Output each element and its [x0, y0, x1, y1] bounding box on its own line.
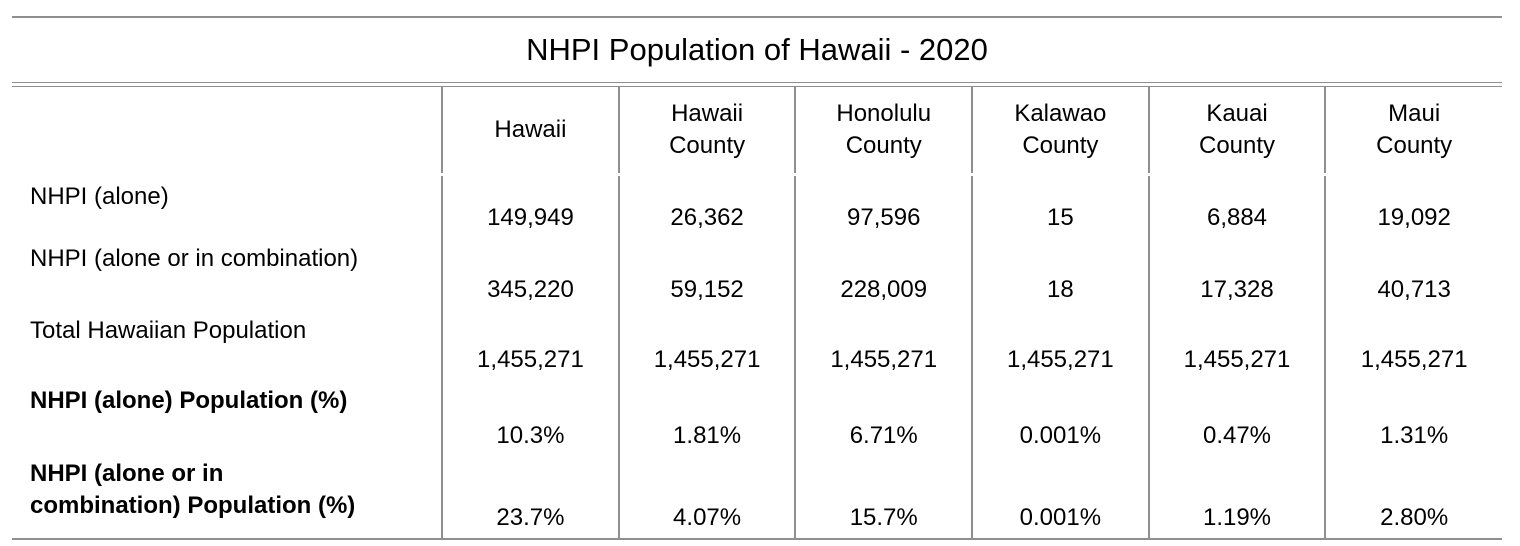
table-cell: 1,455,271 — [794, 310, 973, 380]
header-maui-county: Maui County — [1324, 87, 1502, 173]
population-table: Hawaii Hawaii County Honolulu County Kalaw… — [12, 87, 1502, 538]
table-row: Total Hawaiian Population 1,455,271 1,45… — [12, 310, 1502, 380]
table-title: NHPI Population of Hawaii - 2020 — [526, 32, 988, 67]
header-kalawao-county: Kalawao County — [971, 87, 1149, 173]
table-row: NHPI (alone or in combination) 345,220 5… — [12, 238, 1502, 310]
title-rule — [12, 82, 1502, 87]
bottom-rule — [12, 538, 1502, 540]
table-cell: 0.47% — [1147, 380, 1326, 456]
row-label: NHPI (alone or in combination) — [30, 245, 359, 272]
table-cell: 19,092 — [1324, 176, 1502, 238]
table-cell: 228,009 — [794, 238, 973, 310]
header-row: Hawaii Hawaii County Honolulu County Kalaw… — [12, 87, 1502, 173]
table-cell: 2.80% — [1324, 456, 1502, 538]
row-label: Total Hawaiian Population — [30, 317, 307, 344]
table-cell: 26,362 — [617, 176, 796, 238]
table-cell: 345,220 — [441, 238, 619, 310]
table-cell: 1,455,271 — [617, 310, 796, 380]
row-label: NHPI (alone) — [30, 183, 169, 210]
top-rule — [12, 16, 1502, 18]
table-cell: 1,455,271 — [1147, 310, 1326, 380]
table-cell: 23.7% — [441, 456, 619, 538]
table-cell: 1,455,271 — [971, 310, 1149, 380]
table-cell: 0.001% — [971, 456, 1149, 538]
table-row: NHPI (alone) Population (%) 10.3% 1.81% … — [12, 380, 1502, 456]
table-cell: 6,884 — [1147, 176, 1326, 238]
table-cell: 15 — [971, 176, 1149, 238]
population-table-container: NHPI Population of Hawaii - 2020 Hawaii … — [12, 16, 1502, 540]
row-label: NHPI (alone) Population (%) — [30, 387, 348, 414]
header-honolulu-county: Honolulu County — [794, 87, 973, 173]
header-corner — [12, 87, 442, 173]
table-cell: 59,152 — [617, 238, 796, 310]
table-row: NHPI (alone) 149,949 26,362 97,596 15 6,… — [12, 176, 1502, 238]
table-cell: 10.3% — [441, 380, 619, 456]
row-label: NHPI (alone or in combination) Population… — [30, 460, 356, 519]
table-row: NHPI (alone or in combination) Population… — [12, 456, 1502, 538]
table-cell: 4.07% — [617, 456, 796, 538]
table-cell: 1.19% — [1147, 456, 1326, 538]
table-cell: 149,949 — [441, 176, 619, 238]
table-cell: 18 — [971, 238, 1149, 310]
table-cell: 1.31% — [1324, 380, 1502, 456]
table-cell: 97,596 — [794, 176, 973, 238]
table-cell: 1,455,271 — [1324, 310, 1502, 380]
table-cell: 0.001% — [971, 380, 1149, 456]
table-cell: 1.81% — [617, 380, 796, 456]
table-cell: 1,455,271 — [441, 310, 619, 380]
table-cell: 15.7% — [794, 456, 973, 538]
header-hawaii-county: Hawaii County — [617, 87, 796, 173]
table-cell: 17,328 — [1147, 238, 1326, 310]
header-kauai-county: Kauai County — [1147, 87, 1326, 173]
table-cell: 40,713 — [1324, 238, 1502, 310]
table-cell: 6.71% — [794, 380, 973, 456]
header-hawaii: Hawaii — [441, 87, 619, 173]
